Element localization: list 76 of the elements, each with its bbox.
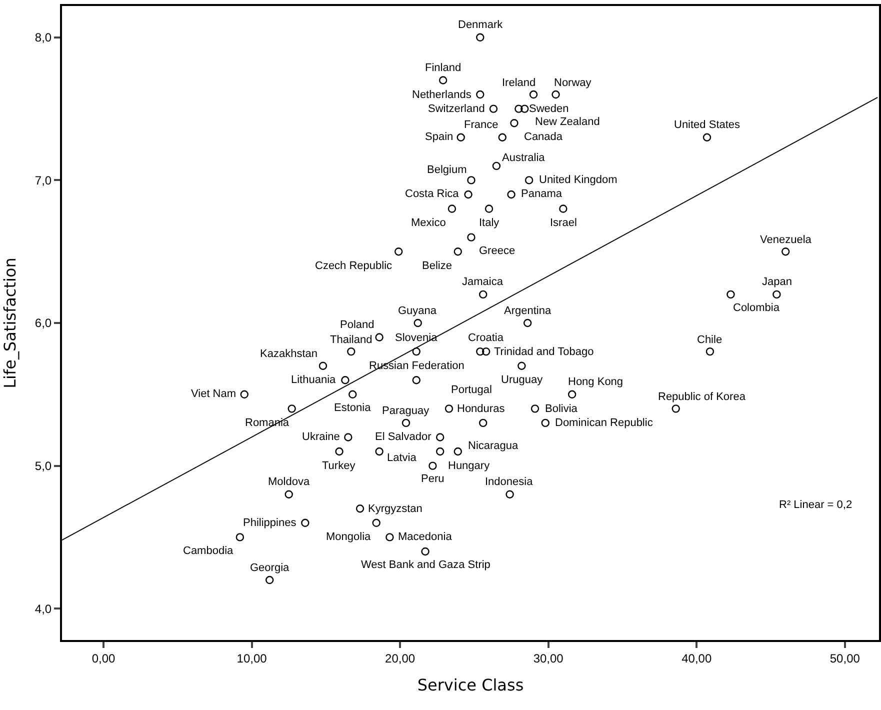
x-tick-label: 40,00 <box>682 651 712 666</box>
annotation: Cambodia <box>183 545 234 557</box>
annotation: Portugal <box>451 384 492 396</box>
y-tick-label: 5,0 <box>34 458 52 473</box>
annotation: Belize <box>422 260 452 272</box>
annotation: Denmark <box>458 19 504 31</box>
annotation: Honduras <box>457 403 506 415</box>
annotation: France <box>464 119 498 131</box>
annotation: West Bank and Gaza Strip <box>361 559 490 571</box>
annotation: Sweden <box>529 103 569 115</box>
annotation: Canada <box>524 131 564 143</box>
annotation: Bolivia <box>545 403 578 415</box>
annotation: Panama <box>521 188 563 200</box>
annotation: Philippines <box>243 517 297 529</box>
annotation: Estonia <box>334 402 372 414</box>
annotation: Finland <box>425 62 462 74</box>
annotation: Croatia <box>468 332 504 344</box>
y-axis-title: Life_Satisfaction <box>0 258 20 388</box>
annotation: Mexico <box>411 217 446 229</box>
annotation: Mongolia <box>326 531 372 543</box>
annotation: Italy <box>479 217 500 229</box>
annotation: Chile <box>697 334 722 346</box>
annotation: Costa Rica <box>405 188 460 200</box>
annotation: Hong Kong <box>568 376 624 388</box>
annotation: Trinidad and Tobago <box>494 346 594 358</box>
annotation: Jamaica <box>462 276 504 288</box>
annotation: Latvia <box>387 452 418 464</box>
annotation: Thailand <box>330 334 372 346</box>
annotation: Netherlands <box>412 89 472 101</box>
annotation: Belgium <box>427 164 467 176</box>
annotation: Spain <box>425 131 454 143</box>
annotation: Norway <box>554 77 592 89</box>
annotation: Switzerland <box>428 103 485 115</box>
annotation: New Zealand <box>535 116 600 128</box>
annotation: Australia <box>502 152 546 164</box>
annotation: Turkey <box>322 460 356 472</box>
annotation: Argentina <box>504 305 552 317</box>
annotation: Kazakhstan <box>260 348 318 360</box>
annotation: Uruguay <box>501 374 544 386</box>
annotation: Venezuela <box>760 234 812 246</box>
annotation: Greece <box>479 245 516 257</box>
annotation: Dominican Republic <box>555 417 654 429</box>
annotation: Hungary <box>448 460 490 472</box>
annotation: Ukraine <box>302 431 340 443</box>
annotation: Indonesia <box>485 476 534 488</box>
annotation: Guyana <box>398 305 438 317</box>
annotation: Japan <box>762 276 792 288</box>
x-tick-label: 20,00 <box>385 651 416 666</box>
annotation: R² Linear = 0,2 <box>779 499 852 511</box>
y-tick-label: 7,0 <box>34 173 52 188</box>
annotation: Ireland <box>502 77 536 89</box>
annotation: Colombia <box>733 302 780 314</box>
annotation: Nicaragua <box>468 440 520 452</box>
x-tick-label: 50,00 <box>830 651 860 666</box>
annotation: Poland <box>340 319 374 331</box>
x-axis-title: Service Class <box>417 676 524 695</box>
annotation: United Kingdom <box>539 174 618 186</box>
annotation: El Salvador <box>375 431 432 443</box>
annotation: United States <box>674 119 741 131</box>
annotation: Viet Nam <box>191 388 236 400</box>
y-tick-label: 6,0 <box>34 316 52 330</box>
annotation: Paraguay <box>382 405 430 417</box>
x-tick-label: 10,00 <box>236 651 268 666</box>
annotation: Lithuania <box>291 374 337 386</box>
annotation: Israel <box>550 217 577 229</box>
annotation: Moldova <box>268 476 310 488</box>
annotation: Peru <box>421 473 444 485</box>
annotation: Republic of Korea <box>658 391 746 403</box>
annotation: Georgia <box>250 562 290 574</box>
y-tick-label: 8,0 <box>34 30 52 45</box>
x-tick-label: 30,00 <box>533 651 564 666</box>
x-tick-label: 0,00 <box>92 651 116 666</box>
annotation: Kyrgyzstan <box>368 503 422 515</box>
y-tick-label: 4,0 <box>34 602 52 616</box>
annotation: Macedonia <box>398 531 453 543</box>
annotation: Czech Republic <box>315 260 393 272</box>
